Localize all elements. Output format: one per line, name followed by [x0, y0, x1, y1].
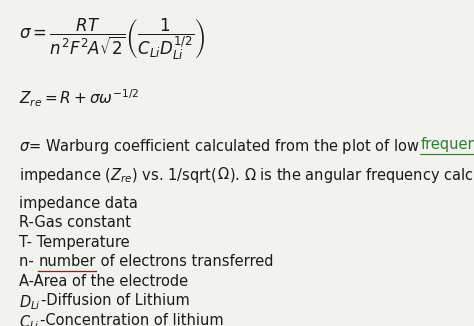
- Text: frequency: frequency: [420, 137, 474, 152]
- Text: ). $\Omega$ is the angular frequency calculated from the: ). $\Omega$ is the angular frequency cal…: [229, 166, 474, 185]
- Text: number: number: [38, 254, 96, 269]
- Text: $\sigma = \dfrac{RT}{n^2F^2A\sqrt{2}}\left(\dfrac{1}{C_{Li}D_{Li}^{1/2}}\right)$: $\sigma = \dfrac{RT}{n^2F^2A\sqrt{2}}\le…: [19, 16, 205, 61]
- Text: -Diffusion of Lithium: -Diffusion of Lithium: [41, 293, 190, 308]
- Text: A-Area of the electrode: A-Area of the electrode: [19, 274, 188, 289]
- Text: of electrons transferred: of electrons transferred: [96, 254, 273, 269]
- Text: $C_{Li}$: $C_{Li}$: [19, 313, 40, 326]
- Text: $Z_{re} = R + \sigma\omega^{-1/2}$: $Z_{re} = R + \sigma\omega^{-1/2}$: [19, 88, 139, 110]
- Text: $D_{Li}$: $D_{Li}$: [19, 293, 41, 312]
- Text: T- Temperature: T- Temperature: [19, 235, 129, 250]
- Text: n-: n-: [19, 254, 38, 269]
- Text: impedance ($Z_{re}$) vs. 1/sqrt(: impedance ($Z_{re}$) vs. 1/sqrt(: [19, 166, 217, 185]
- Text: impedance data: impedance data: [19, 196, 138, 211]
- Text: $\sigma$= Warburg coefficient calculated from the plot of low: $\sigma$= Warburg coefficient calculated…: [19, 137, 420, 156]
- Text: -Concentration of lithium: -Concentration of lithium: [40, 313, 223, 326]
- Text: R-Gas constant: R-Gas constant: [19, 215, 131, 230]
- Text: $\Omega$: $\Omega$: [217, 166, 229, 182]
